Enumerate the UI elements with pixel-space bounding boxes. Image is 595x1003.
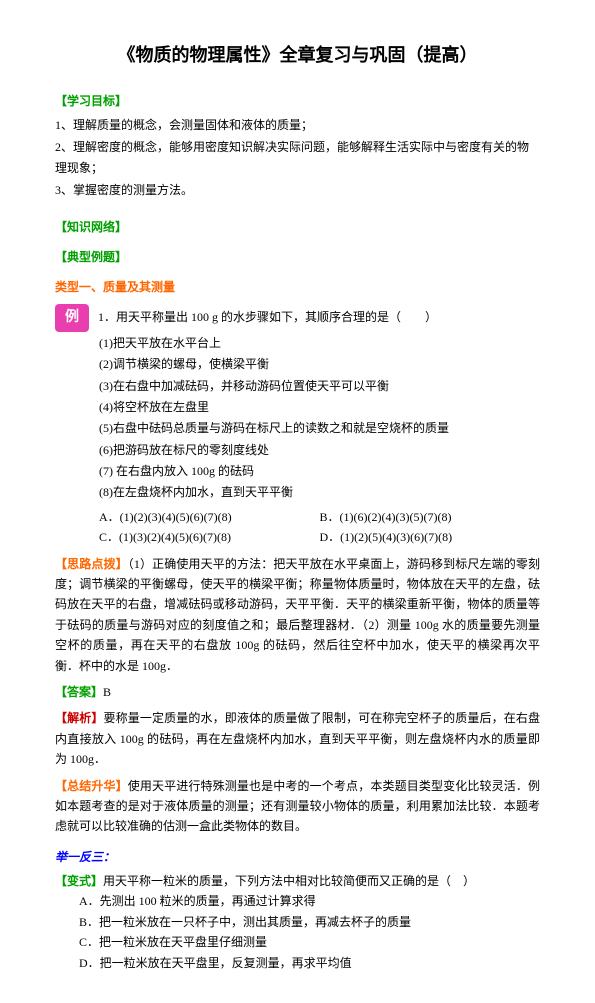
q2-option-b: B．把一粒米放在一只杯子中，测出其质量，再减去杯子的质量 [79,912,540,932]
q1-item: (4)将空杯放在左盘里 [99,397,540,417]
goal-item: 3、掌握密度的测量方法。 [55,180,540,200]
type1-header: 类型一、质量及其测量 [55,277,540,297]
page: 《物质的物理属性》全章复习与巩固（提高） 【学习目标】 1、理解质量的概念，会测… [0,0,595,1003]
parse-text: 要称量一定质量的水，即液体的质量做了限制，可在称完空杯子的质量后，在右盘内直接放… [55,711,540,766]
answer-block: 【答案】B [55,682,540,702]
analysis-header: 【典型例题】 [55,247,540,267]
q1-item: (3)在右盘中加减砝码，并移动游码位置使天平可以平衡 [99,376,540,396]
think-block: 【思路点拨】（1）正确使用天平的方法：把天平放在水平桌面上，游码移到标尺左端的零… [55,554,540,676]
think-text: （1）正确使用天平的方法：把天平放在水平桌面上，游码移到标尺左端的零刻度；调节横… [55,557,540,673]
q1-option-d: D．(1)(2)(5)(4)(3)(6)(7)(8) [320,527,541,547]
page-title: 《物质的物理属性》全章复习与巩固（提高） [55,40,540,71]
q2-label: 【变式】 [55,874,103,888]
q1-item: (1)把天平放在水平台上 [99,333,540,353]
practice-header: 举一反三： [55,847,540,867]
q1-item: (5)右盘中砝码总质量与游码在标尺上的读数之和就是空烧杯的质量 [99,418,540,438]
goal-item: 1、理解质量的概念，会测量固体和液体的质量； [55,115,540,135]
q1-item: (7) 在右盘内放入 100g 的砝码 [99,461,540,481]
q2-stem: 用天平称一粒米的质量，下列方法中相对比较简便而又正确的是（ ） [103,874,475,888]
q1-item: (6)把游码放在标尺的零刻度线处 [99,440,540,460]
summary-label: 【总结升华】 [55,779,128,793]
summary-text: 使用天平进行特殊测量也是中考的一个考点，本类题目类型变化比较灵活．例如本题考查的… [55,779,540,834]
network-header: 【知识网络】 [55,217,540,237]
q1-item: (8)在左盘烧杯内加水，直到天平平衡 [99,482,540,502]
parse-label: 【解析】 [55,711,104,725]
q1-option-a: A．(1)(2)(3)(4)(5)(6)(7)(8) [99,507,320,527]
goal-item: 2、理解密度的概念，能够用密度知识解决实际问题，能够解释生活实际中与密度有关的物… [55,137,540,178]
answer-text: B [103,685,111,699]
parse-block: 【解析】要称量一定质量的水，即液体的质量做了限制，可在称完空杯子的质量后，在右盘… [55,708,540,769]
q2-option-d: D．把一粒米放在天平盘里，反复测量，再求平均值 [79,953,540,973]
q1-option-c: C．(1)(3)(2)(4)(5)(6)(7)(8) [99,527,320,547]
summary-block: 【总结升华】使用天平进行特殊测量也是中考的一个考点，本类题目类型变化比较灵活．例… [55,776,540,837]
think-label: 【思路点拨】 [55,557,128,571]
answer-label: 【答案】 [55,685,103,699]
q1-items: (1)把天平放在水平台上 (2)调节横梁的螺母，使横梁平衡 (3)在右盘中加减砝… [55,333,540,503]
example-block: 1．用天平称量出 100 g 的水步骤如下，其顺序合理的是（ ） [55,304,540,332]
q2-option-a: A．先测出 100 粒米的质量，再通过计算求得 [79,891,540,911]
q2-options: A．先测出 100 粒米的质量，再通过计算求得 B．把一粒米放在一只杯子中，测出… [55,891,540,973]
q2-block: 【变式】用天平称一粒米的质量，下列方法中相对比较简便而又正确的是（ ） [55,871,540,891]
q2-option-c: C．把一粒米放在天平盘里仔细测量 [79,932,540,952]
q1-options: A．(1)(2)(3)(4)(5)(6)(7)(8) B．(1)(6)(2)(4… [55,507,540,548]
q1-item: (2)调节横梁的螺母，使横梁平衡 [99,354,540,374]
q1-option-b: B．(1)(6)(2)(4)(3)(5)(7)(8) [320,507,541,527]
q1-stem: 1．用天平称量出 100 g 的水步骤如下，其顺序合理的是（ ） [98,309,437,323]
goals-header: 【学习目标】 [55,91,540,111]
example-icon [55,304,89,332]
